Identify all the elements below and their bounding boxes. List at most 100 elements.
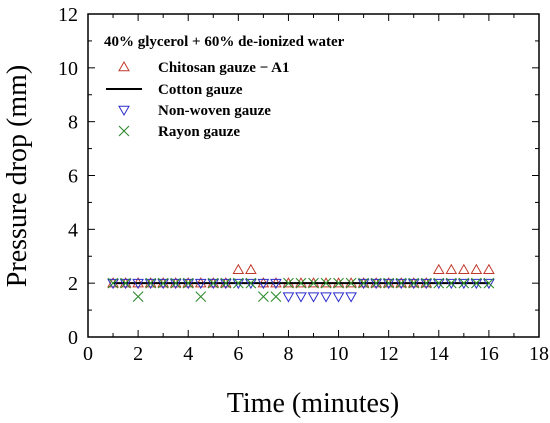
data-point bbox=[232, 277, 244, 289]
data-point bbox=[282, 292, 295, 303]
data-point bbox=[295, 292, 307, 303]
data-point bbox=[207, 277, 219, 289]
data-point bbox=[420, 278, 433, 290]
plot-frame bbox=[87, 13, 540, 338]
data-point bbox=[470, 278, 483, 290]
y-axis-label: Pressure drop (mm) bbox=[2, 65, 33, 287]
data-point bbox=[345, 277, 357, 289]
y-tick-label: 12 bbox=[58, 4, 78, 26]
data-point bbox=[283, 277, 294, 289]
data-point bbox=[270, 278, 282, 290]
data-point bbox=[132, 278, 144, 290]
data-point bbox=[232, 263, 245, 274]
data-point bbox=[407, 278, 420, 290]
data-point bbox=[483, 278, 495, 290]
legend: 40% glycerol + 60% de-ionized water Chit… bbox=[104, 34, 345, 140]
data-point bbox=[445, 278, 458, 290]
x-axis-label: Time (minutes) bbox=[227, 388, 399, 419]
data-point bbox=[182, 278, 195, 290]
data-point bbox=[169, 278, 182, 290]
legend-title: 40% glycerol + 60% de-ionized water bbox=[104, 34, 345, 50]
data-point bbox=[432, 263, 445, 274]
y-tick-label: 4 bbox=[68, 219, 78, 241]
data-point bbox=[408, 277, 420, 289]
x-tick-label: 14 bbox=[429, 343, 449, 365]
data-point bbox=[483, 277, 495, 289]
data-point bbox=[157, 278, 170, 290]
data-point bbox=[257, 278, 270, 290]
data-point bbox=[232, 278, 245, 290]
data-point bbox=[470, 263, 483, 274]
data-point bbox=[457, 278, 470, 290]
data-point bbox=[458, 277, 470, 289]
data-point bbox=[245, 277, 257, 289]
y-tick-label: 8 bbox=[68, 112, 78, 134]
data-point bbox=[358, 277, 370, 289]
data-point bbox=[107, 278, 119, 290]
y-tick-label: 10 bbox=[58, 58, 78, 80]
data-point bbox=[433, 277, 445, 289]
data-point bbox=[307, 292, 320, 303]
data-series bbox=[107, 263, 495, 303]
data-point bbox=[132, 291, 144, 303]
y-tick-label: 0 bbox=[68, 327, 78, 349]
legend-item: Cotton gauze bbox=[106, 82, 243, 98]
data-point bbox=[395, 277, 407, 289]
data-point bbox=[270, 291, 282, 303]
x-tick-label: 16 bbox=[479, 343, 499, 365]
data-point bbox=[170, 277, 182, 289]
data-point bbox=[370, 278, 383, 290]
data-point bbox=[320, 277, 332, 289]
data-point bbox=[320, 292, 332, 303]
legend-label: Non-woven gauze bbox=[158, 103, 271, 119]
data-point bbox=[383, 277, 395, 289]
data-point bbox=[370, 277, 382, 289]
x-tick-label: 10 bbox=[329, 343, 349, 365]
legend-label: Chitosan gauze − A1 bbox=[158, 60, 289, 76]
series-rayon-gauze bbox=[107, 277, 495, 303]
data-point bbox=[144, 278, 157, 290]
legend-marker bbox=[118, 125, 130, 137]
data-point bbox=[345, 292, 357, 303]
data-point bbox=[182, 277, 194, 289]
data-point bbox=[357, 278, 370, 290]
data-point bbox=[483, 263, 495, 274]
axis-ticks bbox=[87, 13, 540, 338]
data-point bbox=[244, 278, 257, 290]
x-tick-label: 4 bbox=[183, 343, 193, 365]
data-point bbox=[194, 278, 207, 290]
data-point bbox=[432, 278, 445, 290]
data-point bbox=[470, 277, 482, 289]
x-tick-label: 12 bbox=[379, 343, 399, 365]
data-point bbox=[420, 277, 432, 289]
data-point bbox=[395, 278, 408, 290]
data-point bbox=[445, 263, 458, 274]
data-point bbox=[120, 277, 131, 289]
data-point bbox=[244, 263, 257, 274]
legend-item: Chitosan gauze − A1 bbox=[118, 60, 289, 76]
data-point bbox=[382, 278, 395, 290]
data-point bbox=[107, 277, 119, 289]
data-point bbox=[295, 277, 307, 289]
legend-label: Cotton gauze bbox=[158, 82, 243, 98]
data-point bbox=[333, 277, 344, 289]
data-point bbox=[219, 278, 232, 290]
data-point bbox=[119, 278, 132, 290]
data-point bbox=[332, 292, 345, 303]
legend-marker bbox=[118, 105, 130, 117]
legend-marker bbox=[118, 60, 130, 72]
x-tick-label: 6 bbox=[233, 343, 243, 365]
data-point bbox=[308, 277, 319, 289]
data-point bbox=[145, 277, 157, 289]
x-tick-label: 8 bbox=[283, 343, 293, 365]
series-non-woven-gauze bbox=[107, 278, 495, 303]
data-point bbox=[157, 277, 169, 289]
data-point bbox=[445, 277, 457, 289]
legend-label: Rayon gauze bbox=[158, 124, 240, 140]
y-tick-label: 6 bbox=[68, 166, 78, 188]
y-tick-label: 2 bbox=[68, 273, 78, 295]
legend-item: Non-woven gauze bbox=[118, 103, 271, 119]
legend-item: Rayon gauze bbox=[118, 124, 240, 140]
x-tick-label: 2 bbox=[133, 343, 143, 365]
